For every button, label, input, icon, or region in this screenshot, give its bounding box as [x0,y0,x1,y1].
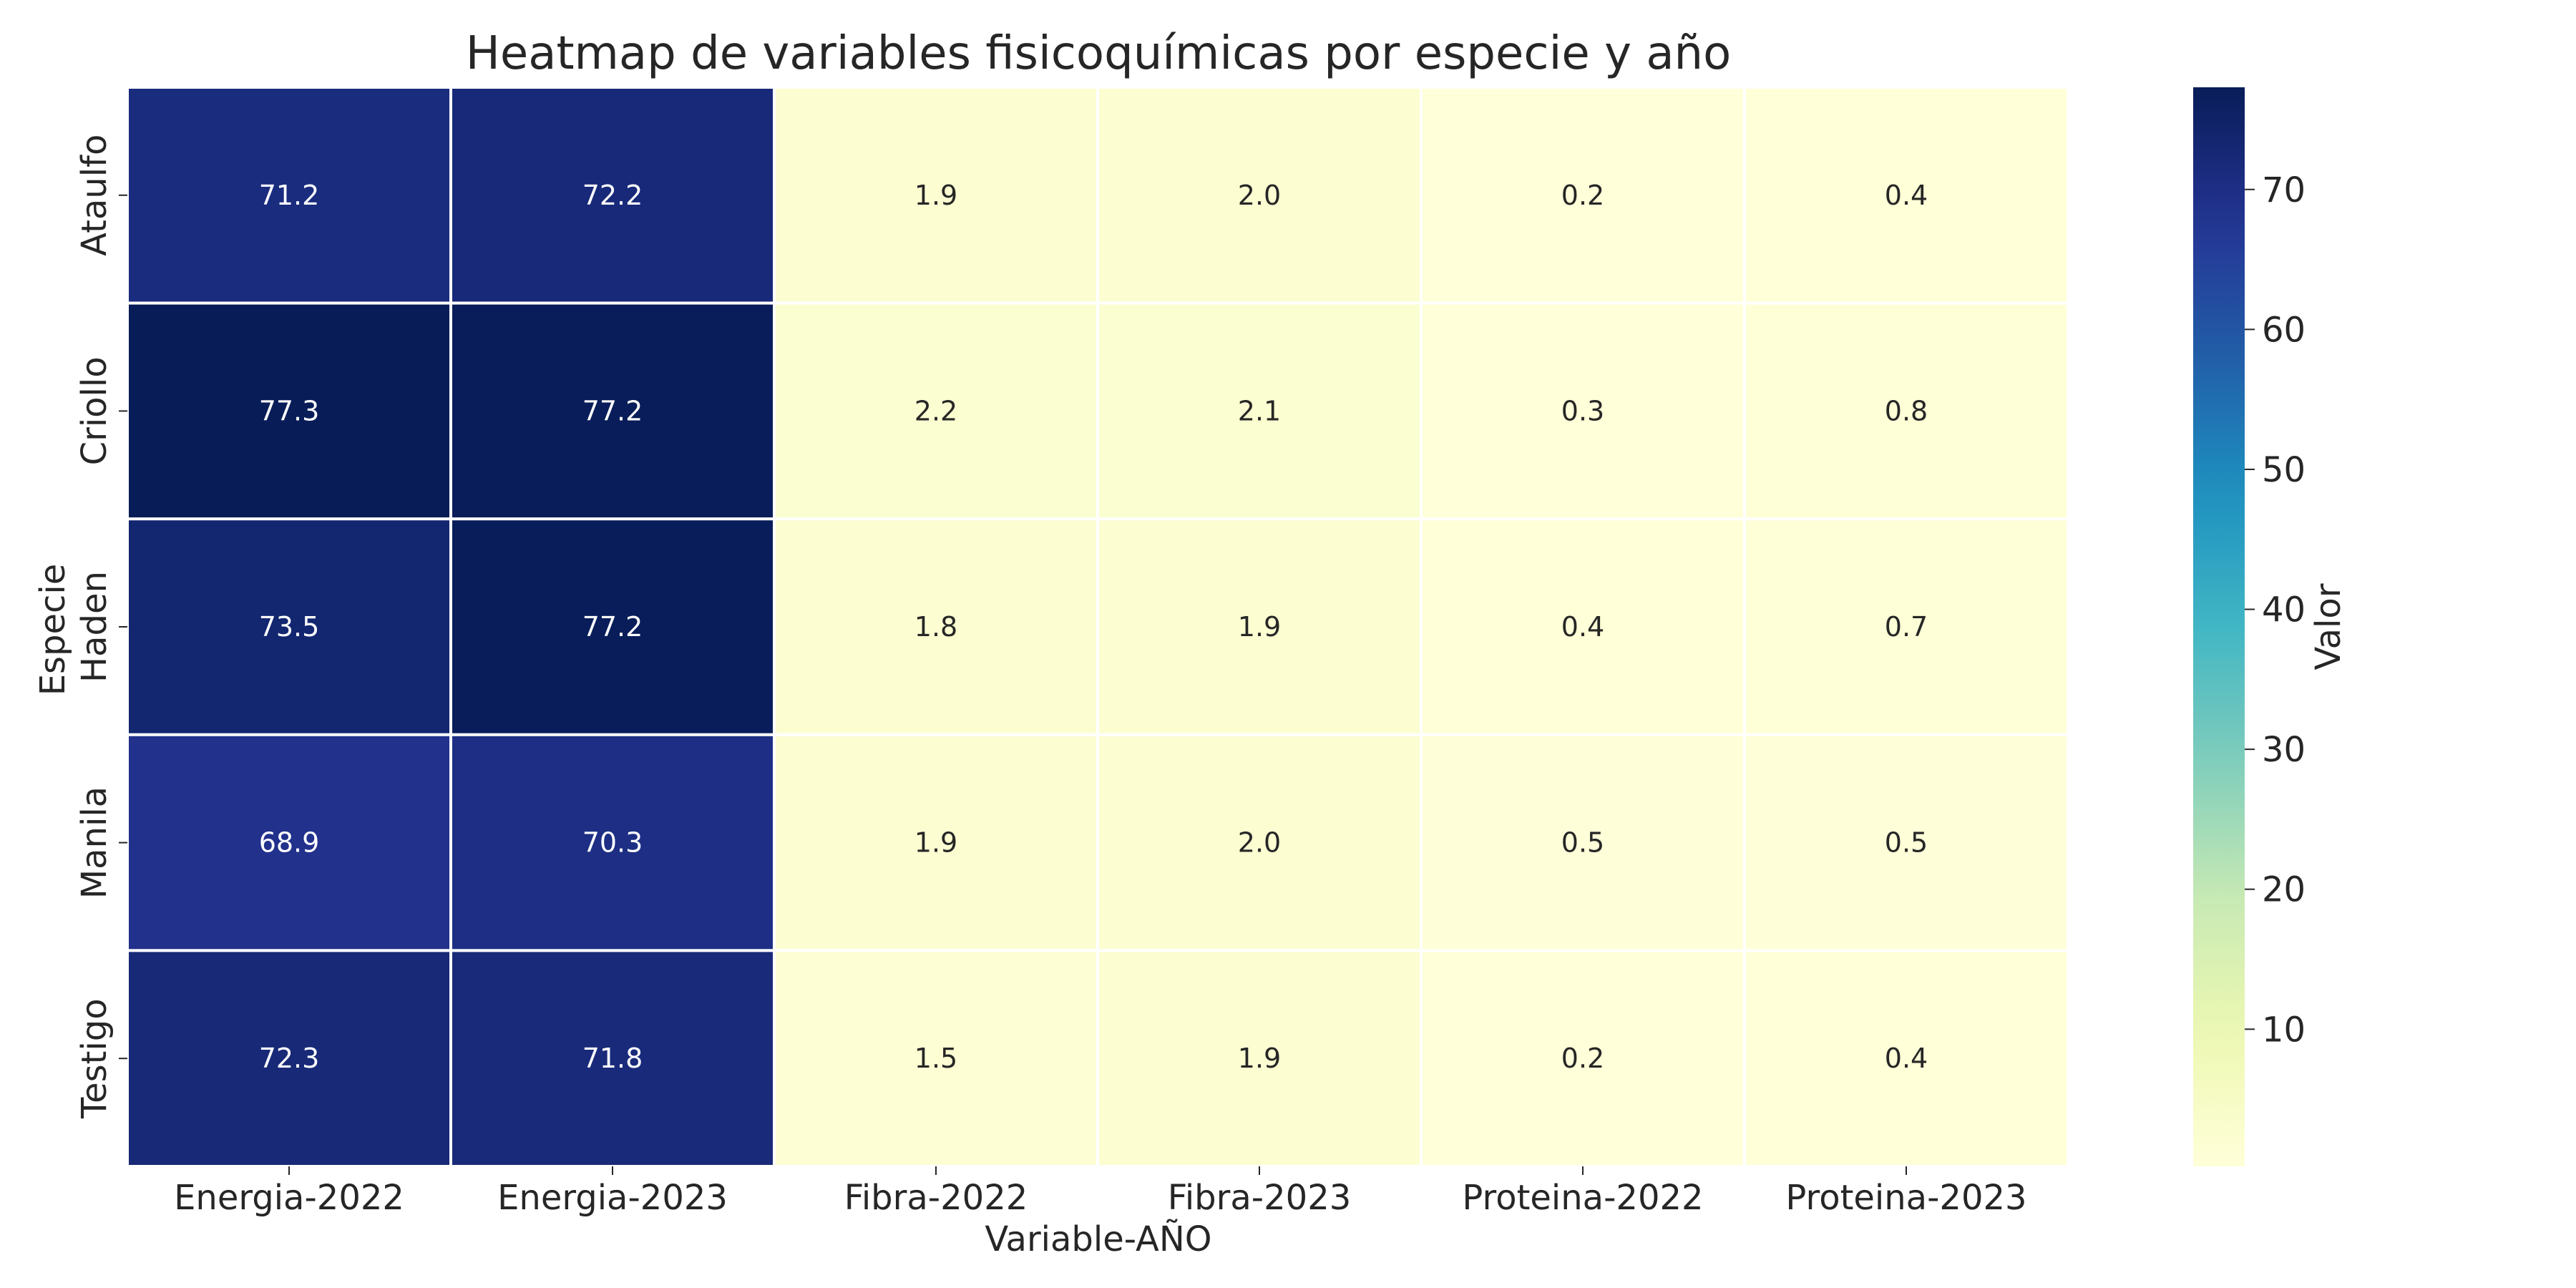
cell-value-label: 70.3 [582,827,643,859]
cell-value-label: 0.2 [1561,180,1604,211]
cell-value-label: 1.5 [914,1043,957,1074]
cell-value-label: 77.2 [582,395,643,426]
y-tick-label: Testigo [74,998,114,1119]
cell-value-label: 1.9 [1238,611,1281,643]
y-axis-label: Especie [33,564,73,696]
cell-value-label: 0.2 [1561,1043,1604,1074]
cell-value-label: 1.9 [914,827,957,859]
cell-value-label: 77.2 [582,611,643,643]
y-axis-ticks: Ataulfo Criollo Haden Manila Testigo [74,135,127,1119]
x-tick-label: Proteina-2023 [1785,1178,2026,1218]
heatmap-cell [1743,949,2069,1169]
colorbar-tick-label: 50 [2262,450,2306,490]
cell-value-label: 1.8 [914,611,957,643]
heatmap-cell [1096,301,1423,521]
heatmap-cell [1096,733,1423,952]
heatmap-cell [1420,517,1746,736]
heatmap-cell-labels: 71.2 72.2 1.9 2.0 0.2 0.4 77.3 77.2 2.2 2.1 0.3 0.8… [259,180,1928,1074]
cell-value-label: 0.7 [1885,611,1928,643]
chart-title: Heatmap de variables fisicoquímicas por … [466,27,1732,80]
cell-value-label: 1.9 [1238,1043,1281,1074]
heatmap-cell [1420,733,1746,952]
cell-value-label: 72.2 [582,180,643,211]
colorbar-tick-label: 20 [2262,870,2306,910]
colorbar-tick-label: 30 [2262,730,2306,770]
heatmap-cell [126,86,452,305]
heatmap-cell [126,733,452,952]
x-tick-label: Energia-2023 [497,1178,728,1218]
cell-value-label: 68.9 [259,827,320,859]
x-axis-ticks: Energia-2022 Energia-2023 Fibra-2022 Fibra-… [174,1166,2027,1218]
y-tick-label: Ataulfo [74,135,114,256]
heatmap-cell [1743,301,2069,521]
cell-value-label: 77.3 [259,395,320,426]
heatmap-cell [449,86,776,305]
cell-value-label: 71.2 [259,180,320,211]
cell-value-label: 2.0 [1238,827,1281,859]
x-axis-label: Variable-AÑO [985,1219,1211,1259]
x-tick-label: Fibra-2023 [1168,1178,1352,1218]
heatmap-cell [773,733,1099,952]
heatmap-cell [449,949,776,1169]
colorbar-tick-label: 40 [2262,590,2306,630]
colorbar-tick-label: 70 [2262,170,2306,210]
heatmap-cell [1743,733,2069,952]
x-tick-label: Proteina-2022 [1462,1178,1703,1218]
heatmap-cell [1096,86,1423,305]
heatmap-cells [126,86,2069,1169]
cell-value-label: 71.8 [582,1043,643,1074]
heatmap-cell [1420,949,1746,1169]
heatmap-cell [1743,517,2069,736]
colorbar [2193,87,2245,1166]
cell-value-label: 2.2 [914,395,957,426]
cell-value-label: 0.4 [1885,1043,1928,1074]
heatmap-cell [449,733,776,952]
x-tick-label: Energia-2022 [174,1178,404,1218]
colorbar-label: Valor [2308,583,2348,670]
cell-value-label: 0.4 [1561,611,1604,643]
cell-value-label: 0.8 [1885,395,1928,426]
cell-value-label: 0.4 [1885,180,1928,211]
x-tick-label: Fibra-2022 [844,1178,1028,1218]
colorbar-ticks: 10 20 30 40 50 60 70 [2245,170,2306,1050]
heatmap-cell [1096,517,1423,736]
cell-value-label: 2.0 [1238,180,1281,211]
heatmap-cell [126,949,452,1169]
cell-value-label: 72.3 [259,1043,320,1074]
heatmap-cell [449,301,776,521]
y-tick-label: Manila [74,786,114,899]
heatmap-cell [126,517,452,736]
colorbar-tick-label: 60 [2262,310,2306,350]
heatmap-cell [773,86,1099,305]
heatmap-cell [773,301,1099,521]
cell-value-label: 0.5 [1561,827,1604,859]
cell-value-label: 1.9 [914,180,957,211]
cell-value-label: 2.1 [1238,395,1281,426]
cell-value-label: 0.3 [1561,395,1604,426]
cell-value-label: 0.5 [1885,827,1928,859]
cell-value-label: 73.5 [259,611,320,643]
y-tick-label: Criollo [74,356,114,465]
heatmap-cell [126,301,452,521]
heatmap-cell [773,517,1099,736]
heatmap-cell [449,517,776,736]
y-tick-label: Haden [74,571,114,683]
colorbar-tick-label: 10 [2262,1010,2306,1050]
